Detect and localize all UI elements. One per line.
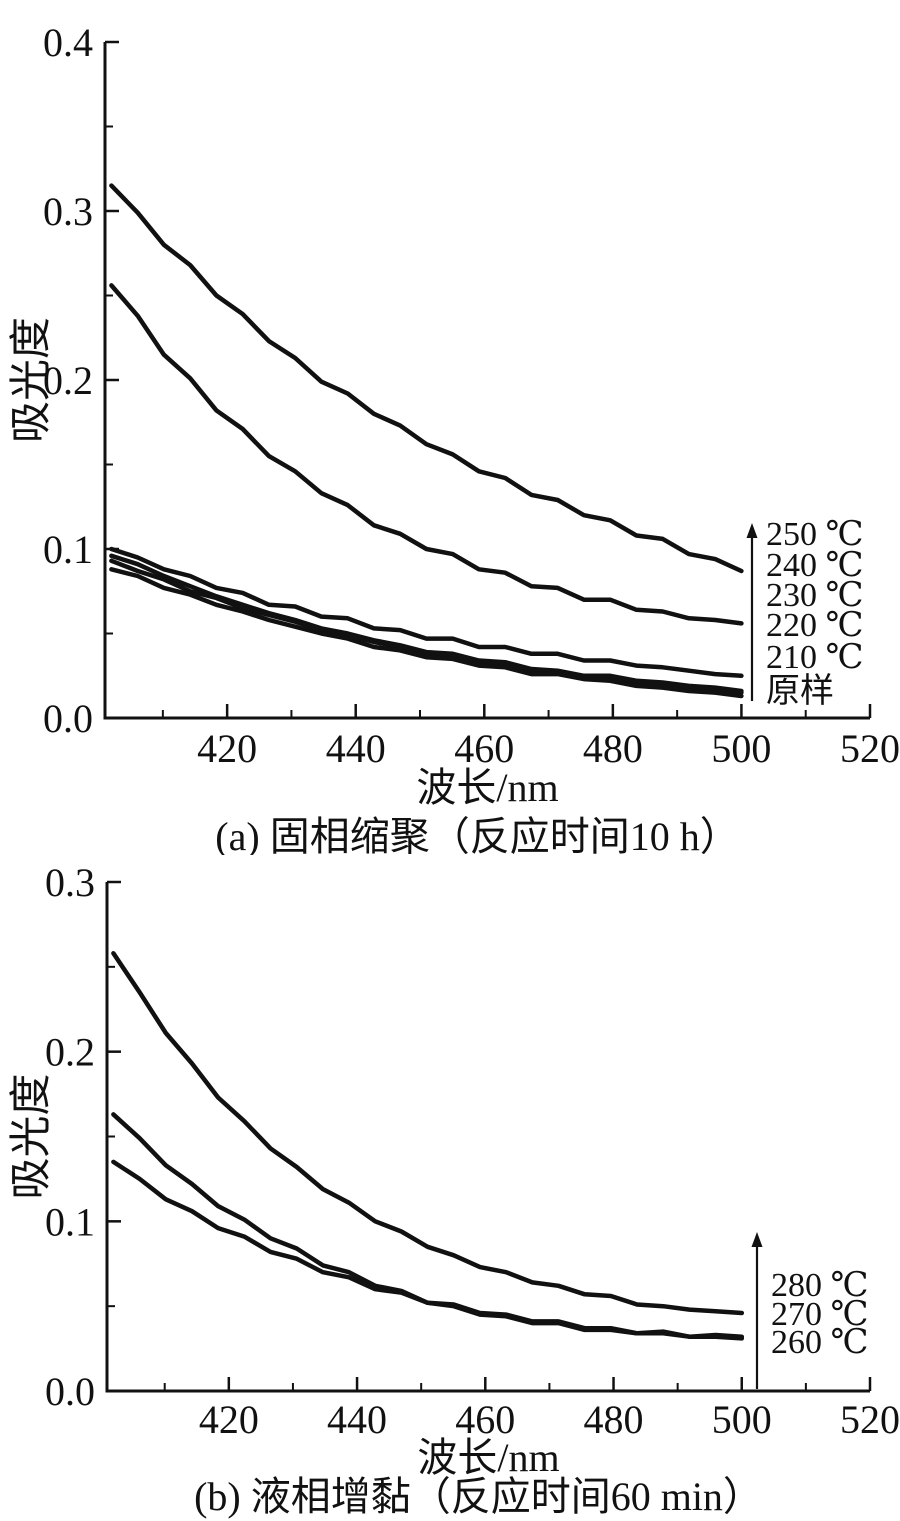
y-tick-label: 0.1	[45, 1199, 95, 1244]
y-tick-label: 0.2	[45, 1030, 95, 1075]
legend-label: 230 ℃	[766, 577, 864, 614]
legend-label: 220 ℃	[766, 607, 864, 644]
y-tick-label: 0.4	[43, 20, 93, 65]
legend-label: 210 ℃	[766, 639, 864, 676]
chart-caption: (a) 固相缩聚（反应时间10 h）	[215, 814, 739, 855]
legend-label: 270 ℃	[771, 1296, 869, 1333]
y-tick-label: 0.2	[43, 358, 93, 403]
x-tick-label: 480	[584, 1397, 644, 1442]
chart-caption: (b) 液相增黏（反应时间60 min）	[194, 1474, 763, 1519]
y-tick-label: 0.1	[43, 527, 93, 572]
y-tick-label: 0.3	[45, 860, 95, 905]
legend-label: 260 ℃	[771, 1324, 869, 1361]
y-tick-label: 0.3	[43, 189, 93, 234]
series-line-280-℃	[111, 951, 745, 1316]
series-line-240-℃	[109, 283, 744, 626]
y-axis-label: 吸光度	[9, 1073, 55, 1199]
x-tick-label: 520	[840, 1397, 900, 1442]
series-line-原样	[109, 567, 744, 699]
series-line-220-℃	[109, 553, 744, 694]
x-axis-label: 波长/nm	[416, 765, 558, 810]
x-tick-label: 420	[197, 726, 257, 771]
series-line-260-℃	[111, 1159, 745, 1341]
x-axis-label: 波长/nm	[417, 1435, 559, 1480]
x-tick-label: 460	[455, 1397, 515, 1442]
x-tick-label: 440	[327, 1397, 387, 1442]
x-tick-label: 440	[326, 726, 386, 771]
x-tick-label: 420	[199, 1397, 259, 1442]
series-line-250-℃	[109, 183, 744, 574]
x-tick-label: 460	[454, 726, 514, 771]
y-tick-label: 0.0	[43, 696, 93, 741]
series-line-230-℃	[109, 546, 744, 679]
x-tick-label: 500	[712, 1397, 772, 1442]
up-arrow-icon	[751, 1232, 763, 1247]
x-tick-label: 520	[840, 726, 900, 771]
series-line-210-℃	[109, 558, 744, 695]
legend-label: 280 ℃	[771, 1267, 869, 1304]
legend-label: 240 ℃	[766, 547, 864, 584]
y-axis-label: 吸光度	[9, 317, 55, 443]
legend-label: 原样	[766, 672, 834, 710]
x-tick-label: 500	[711, 726, 771, 771]
up-arrow-icon	[746, 523, 758, 538]
legend-label: 250 ℃	[766, 516, 864, 553]
y-tick-label: 0.0	[45, 1369, 95, 1414]
axes	[103, 42, 870, 720]
chart-b-liquid-phase-viscosity: 0.0 0.1 0.2 0.3 420 440 460 480 500 520 吸光度波长/nm(b…	[9, 860, 900, 1519]
chart-a-solid-phase-polycondensation: 0.0 0.1 0.2 0.3 0.4 420 440 460 480 500 520 吸光度波长/n…	[9, 20, 900, 855]
x-tick-label: 480	[583, 726, 643, 771]
